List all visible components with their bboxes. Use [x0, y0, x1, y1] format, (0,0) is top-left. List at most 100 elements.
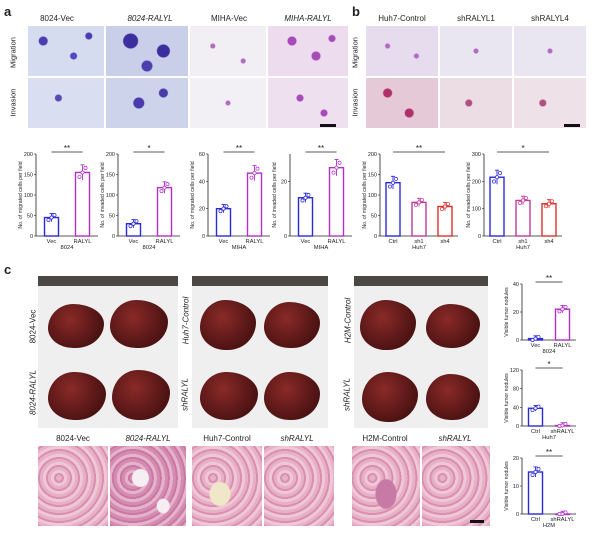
y-tick-label: 50	[109, 214, 115, 220]
data-point	[530, 338, 535, 342]
y-tick-label: 50	[371, 214, 377, 220]
data-point	[388, 184, 392, 189]
data-point	[533, 406, 538, 411]
y-tick-label: 60	[199, 152, 205, 158]
y-axis-label: Visible tumor nodules	[504, 287, 510, 337]
y-tick-label: 0	[30, 234, 33, 240]
data-point	[49, 215, 54, 220]
y-axis-label: No. of invaded cells per field	[272, 162, 278, 227]
liver-with-nodules	[48, 372, 106, 420]
y-tick-label: 0	[516, 424, 519, 430]
data-point	[300, 198, 305, 203]
bar	[554, 308, 571, 341]
significance-marker: **	[546, 274, 552, 283]
invasion-image-8024-vec	[28, 78, 104, 128]
y-axis-label: No. of invaded cells per field	[466, 162, 472, 227]
x-tick-label: shRALYL	[550, 429, 575, 435]
bar	[74, 171, 91, 237]
data-point	[446, 202, 450, 206]
row-label-migration-a: Migration	[8, 37, 18, 68]
data-point	[533, 470, 538, 474]
data-point	[77, 175, 82, 179]
data-point	[440, 206, 444, 211]
y-tick-label: 0	[374, 234, 377, 240]
x-tick-label: sh4	[544, 239, 554, 245]
data-point	[557, 309, 562, 314]
panel-b-letter: b	[352, 4, 360, 19]
migration-image-shralyl4	[514, 26, 586, 76]
invasion-image-shralyl1	[440, 78, 512, 128]
label-8024-vec: 8024-Vec	[28, 309, 38, 344]
y-tick-label: 40	[513, 282, 519, 288]
data-point	[563, 421, 568, 426]
x-tick-label: sh1	[518, 239, 527, 245]
x-tick-label: Ctrl	[531, 429, 540, 435]
migration-image-miha-vec	[190, 26, 266, 76]
y-tick-label: 0	[112, 234, 115, 240]
x-axis-label: MIHA	[232, 245, 247, 251]
x-axis-label: Huh7	[516, 245, 530, 251]
significance-marker: *	[521, 144, 524, 153]
y-tick-label: 0	[516, 338, 519, 344]
y-tick-label: 80	[513, 387, 519, 393]
y-tick-label: 100	[368, 193, 377, 199]
y-tick-label: 20	[281, 179, 287, 185]
significance-marker: **	[546, 448, 552, 457]
col-label-8024-ralyl: 8024-RALYL	[127, 14, 173, 23]
y-tick-label: 20	[513, 310, 519, 316]
x-tick-label: shRALYL	[550, 517, 575, 523]
data-point	[533, 336, 538, 341]
x-tick-label: RALYL	[74, 239, 93, 245]
x-axis-label: 8024	[61, 245, 75, 251]
data-point	[414, 202, 418, 207]
data-point	[131, 221, 136, 226]
bar	[328, 166, 345, 237]
y-tick-label: 200	[368, 152, 377, 158]
data-point	[420, 197, 424, 202]
data-point	[536, 404, 541, 409]
bar	[489, 176, 505, 237]
y-tick-label: 100	[24, 193, 33, 199]
y-tick-label: 0	[202, 234, 205, 240]
y-tick-label: 150	[368, 173, 377, 179]
y-tick-label: 20	[199, 207, 205, 213]
x-axis-label: H2M	[543, 523, 555, 529]
x-tick-label: sh4	[440, 239, 450, 245]
data-point	[498, 171, 502, 175]
significance-marker: *	[147, 144, 150, 153]
invasion-image-8024-ralyl	[106, 78, 188, 128]
data-point	[492, 179, 496, 184]
y-tick-label: 200	[106, 152, 115, 158]
migration-image-shralyl1	[440, 26, 512, 76]
data-point	[560, 307, 565, 312]
liver	[110, 300, 168, 348]
col-label-shralyl4: shRALYL4	[531, 14, 569, 23]
col-label-huh7-control: Huh7-Control	[378, 14, 426, 23]
x-axis-label: MIHA	[314, 245, 329, 251]
he-label-h2m-shralyl: shRALYL	[438, 434, 472, 443]
x-tick-label: Vec	[129, 239, 139, 245]
data-point	[128, 224, 133, 229]
data-point	[417, 200, 421, 205]
y-tick-label: 100	[106, 193, 115, 199]
x-axis-label: Huh7	[412, 245, 426, 251]
data-point	[550, 199, 554, 204]
y-tick-label: 20	[513, 456, 519, 462]
label-h2m-control: H2M-Control	[343, 297, 353, 344]
bar	[385, 182, 401, 237]
x-tick-label: RALYL	[246, 239, 265, 245]
x-axis-label: 8024	[143, 245, 157, 251]
y-tick-label: 150	[106, 173, 115, 179]
y-tick-label: 0	[284, 234, 287, 240]
data-point	[80, 170, 85, 175]
x-tick-label: Vec	[219, 239, 229, 245]
y-tick-label: 40	[199, 179, 205, 185]
label-huh7-control: Huh7-Control	[181, 296, 191, 345]
data-point	[331, 170, 336, 175]
y-axis-label: No. of migrated cells per field	[362, 161, 368, 228]
